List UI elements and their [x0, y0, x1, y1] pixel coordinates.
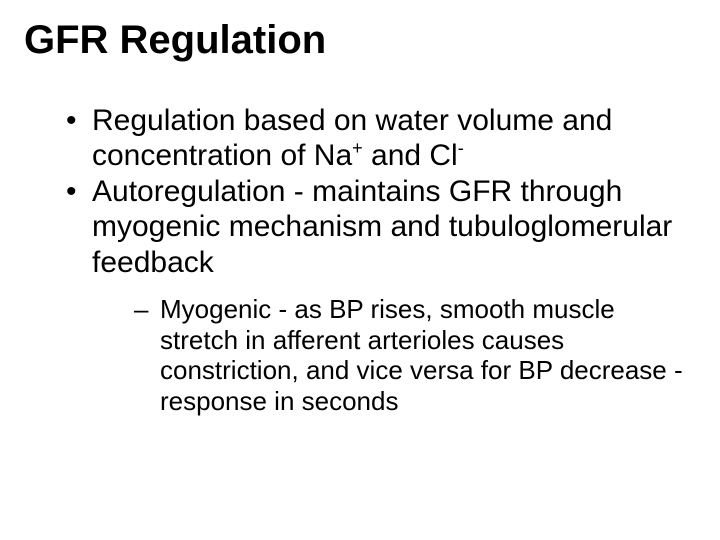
bullet-text: Myogenic - as BP rises, smooth muscle st…: [160, 294, 683, 416]
bullet-item: Autoregulation - maintains GFR through m…: [60, 174, 696, 417]
bullet-list-level1: Regulation based on water volume and con…: [60, 103, 696, 417]
bullet-text: Regulation based on water volume and con…: [92, 104, 612, 172]
slide: GFR Regulation Regulation based on water…: [0, 0, 720, 540]
bullet-list-level2: Myogenic - as BP rises, smooth muscle st…: [128, 294, 696, 417]
text-run: and Cl: [363, 139, 458, 172]
bullet-item: Regulation based on water volume and con…: [60, 103, 696, 174]
superscript: -: [458, 138, 464, 158]
bullet-text: Autoregulation - maintains GFR through m…: [92, 175, 672, 279]
bullet-sub-item: Myogenic - as BP rises, smooth muscle st…: [128, 294, 696, 417]
slide-title: GFR Regulation: [24, 18, 696, 63]
superscript: +: [352, 138, 363, 158]
